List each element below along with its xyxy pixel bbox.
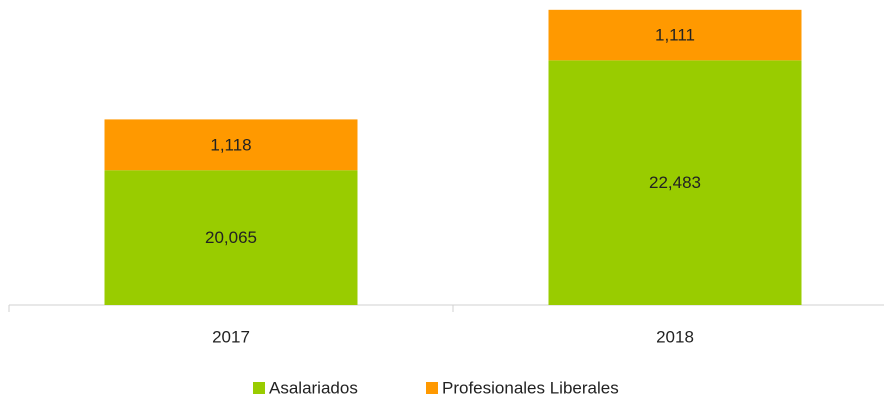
bar-segment (548, 60, 802, 306)
data-label: 20,065 (205, 228, 257, 247)
x-tick-label: 2018 (656, 327, 694, 346)
legend-label: Profesionales Liberales (442, 378, 619, 397)
data-label: 22,483 (649, 173, 701, 192)
legend-swatch (426, 382, 438, 394)
legend-swatch (253, 382, 265, 394)
bar-segment (104, 119, 358, 171)
bar-segment (104, 170, 358, 305)
x-tick-label: 2017 (212, 327, 250, 346)
legend-label: Asalariados (269, 378, 358, 397)
data-label: 1,111 (655, 26, 695, 45)
data-label: 1,118 (210, 135, 251, 154)
bar-segment (548, 9, 802, 61)
